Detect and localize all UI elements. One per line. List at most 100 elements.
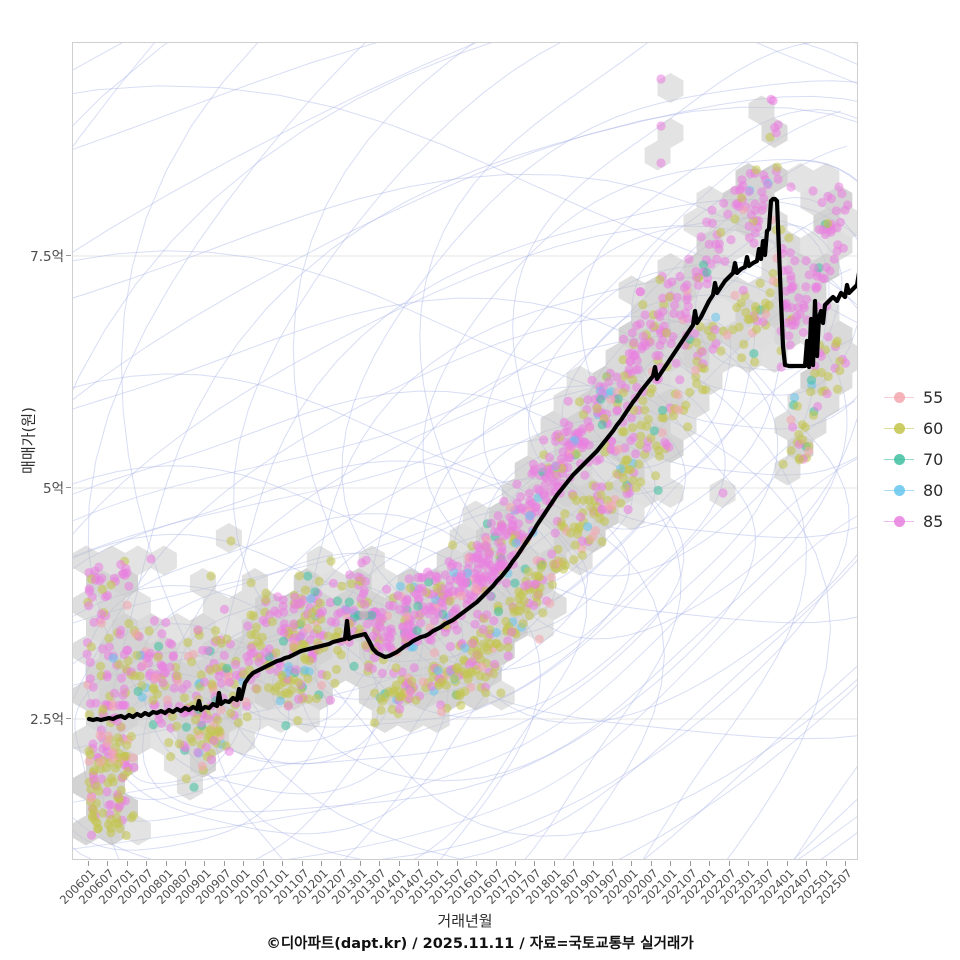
legend-item-60[interactable]: 60 — [884, 413, 943, 444]
scatter-point — [637, 344, 647, 354]
hexbin-cell — [566, 365, 593, 396]
scatter-point — [433, 609, 443, 619]
x-axis-tick-mark — [359, 861, 361, 866]
scatter-point — [166, 639, 177, 649]
x-axis-tick-mark — [340, 861, 342, 866]
scatter-point — [642, 421, 652, 431]
scatter-point — [649, 426, 660, 436]
scatter-point — [96, 618, 106, 628]
scatter-point — [786, 182, 796, 192]
scatter-point — [597, 482, 607, 492]
scatter-point — [116, 673, 127, 683]
scatter-point — [704, 239, 714, 249]
x-axis-tick-mark — [515, 861, 517, 866]
scatter-point — [115, 824, 125, 834]
legend-key-swatch — [884, 511, 914, 533]
x-axis-tick-mark — [767, 861, 769, 866]
scatter-point — [299, 665, 310, 675]
x-axis-tick-mark — [786, 861, 788, 866]
scatter-point — [629, 405, 639, 415]
scatter-point — [278, 636, 288, 646]
scatter-point — [661, 440, 672, 450]
scatter-point — [88, 813, 98, 823]
scatter-point — [231, 660, 241, 670]
scatter-point — [407, 676, 417, 686]
scatter-point — [101, 763, 111, 773]
scatter-point — [396, 691, 406, 701]
x-axis-tick-mark — [592, 861, 594, 866]
scatter-point — [675, 271, 685, 282]
scatter-point — [201, 742, 211, 752]
scatter-point — [412, 626, 422, 636]
scatter-point — [617, 427, 627, 437]
legend-item-55[interactable]: 55 — [884, 382, 943, 413]
scatter-point — [370, 653, 380, 663]
scatter-point — [618, 355, 628, 365]
scatter-point — [325, 597, 335, 608]
scatter-point — [303, 673, 313, 684]
density-contour-ring — [73, 297, 807, 859]
legend-item-70[interactable]: 70 — [884, 444, 943, 475]
scatter-point — [481, 688, 491, 698]
scatter-point — [596, 394, 606, 404]
scatter-point — [391, 680, 401, 690]
scatter-point — [432, 583, 442, 593]
scatter-point — [563, 427, 573, 437]
scatter-point — [673, 390, 683, 400]
scatter-point — [698, 260, 709, 270]
scatter-point — [362, 619, 372, 629]
scatter-point — [427, 681, 437, 691]
x-axis-tick-mark — [728, 861, 730, 866]
scatter-point — [612, 406, 622, 416]
scatter-point — [108, 747, 118, 757]
scatter-point — [536, 563, 546, 573]
scatter-point — [557, 520, 567, 530]
scatter-point — [770, 123, 780, 133]
scatter-point — [281, 688, 291, 698]
scatter-point — [759, 170, 769, 180]
legend-item-85[interactable]: 85 — [884, 506, 943, 537]
scatter-point — [88, 682, 98, 692]
scatter-point — [199, 677, 210, 687]
scatter-point — [183, 638, 193, 648]
y-axis-title: 매매가(원) — [19, 407, 38, 474]
scatter-point — [823, 218, 833, 229]
y-axis-tick-label: 2.5억 — [30, 712, 64, 728]
hexbin-cell — [605, 343, 632, 373]
scatter-point — [750, 357, 760, 367]
scatter-point — [446, 562, 456, 572]
scatter-point — [606, 394, 616, 404]
scatter-point — [530, 579, 541, 589]
scatter-point — [411, 695, 421, 705]
scatter-point — [395, 704, 405, 714]
x-axis-tick-mark — [437, 861, 439, 866]
scatter-point — [794, 429, 804, 440]
scatter-point — [808, 410, 819, 420]
scatter-point — [418, 586, 428, 597]
scatter-point — [315, 598, 325, 608]
scatter-point — [508, 603, 518, 613]
scatter-point — [293, 716, 303, 726]
scatter-point — [545, 598, 555, 608]
density-contour-ring — [233, 43, 857, 837]
scatter-point — [418, 677, 428, 687]
scatter-point — [303, 571, 313, 581]
scatter-point — [720, 256, 730, 266]
scatter-point — [746, 210, 757, 220]
scatter-point — [96, 609, 106, 619]
scatter-point — [278, 595, 288, 605]
legend-key-swatch — [884, 387, 914, 409]
hexbin-cell — [150, 725, 177, 756]
scatter-point — [707, 205, 717, 215]
x-axis-tick-mark — [553, 861, 555, 866]
scatter-point — [751, 305, 761, 315]
scatter-point — [681, 400, 691, 410]
hexbin-cell — [696, 185, 723, 216]
scatter-point — [425, 570, 435, 580]
scatter-point — [97, 584, 107, 595]
scatter-point — [113, 759, 123, 769]
scatter-point — [166, 752, 176, 762]
legend-item-80[interactable]: 80 — [884, 475, 943, 506]
scatter-point — [656, 121, 666, 131]
x-axis-tick-mark — [301, 861, 303, 866]
